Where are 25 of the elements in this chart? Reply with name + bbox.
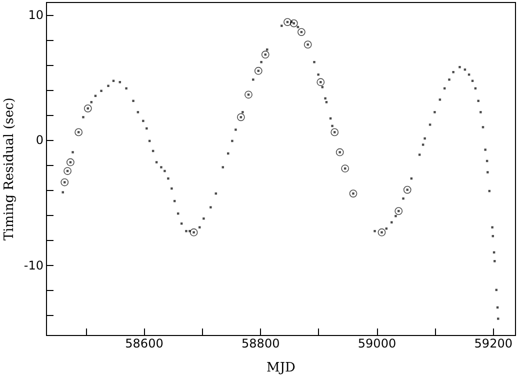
point — [236, 113, 245, 122]
point — [74, 128, 83, 136]
point — [298, 28, 306, 36]
point — [378, 228, 386, 236]
x-axis-title: MJD — [266, 360, 296, 376]
point — [254, 66, 262, 75]
point — [330, 128, 339, 136]
point — [336, 148, 344, 156]
point — [284, 18, 292, 26]
x-tick-label: 58800 — [242, 336, 280, 350]
x-tick-label: 59000 — [358, 336, 396, 350]
x-tick-label: 59200 — [474, 336, 512, 350]
point — [316, 78, 325, 86]
y-tick-label: 10 — [28, 8, 44, 22]
point — [84, 104, 92, 112]
x-tick-label: 58600 — [125, 336, 164, 350]
y-tick-label: -10 — [24, 258, 44, 272]
y-tick-label: 0 — [36, 133, 44, 148]
point — [403, 186, 412, 194]
point — [66, 158, 74, 166]
y-axis-title: Timing Residual (sec) — [2, 98, 17, 240]
point — [290, 19, 298, 28]
point — [190, 228, 198, 236]
point — [349, 190, 358, 198]
point — [60, 178, 69, 186]
